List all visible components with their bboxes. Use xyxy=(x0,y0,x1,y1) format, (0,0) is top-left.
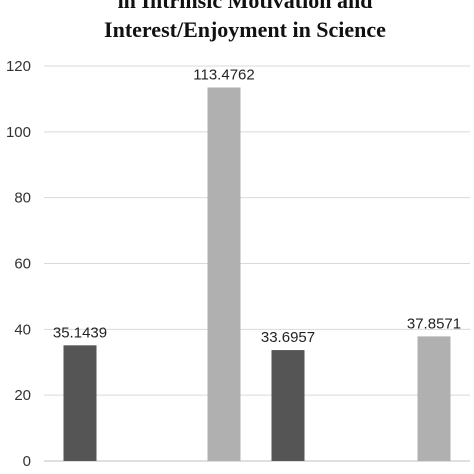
bar xyxy=(63,345,97,461)
bar-data-label: 35.1439 xyxy=(53,324,107,341)
bar xyxy=(417,336,451,461)
y-tick-label: 100 xyxy=(6,124,31,141)
y-tick-label: 80 xyxy=(14,190,31,207)
chart-title-line-1: in Intrinsic Motivation and xyxy=(118,0,373,13)
bar xyxy=(271,350,305,461)
data-labels: 35.1439 113.4762 33.6957 37.8571 xyxy=(53,66,461,346)
bar xyxy=(207,87,241,461)
y-tick-label: 0 xyxy=(23,453,31,470)
bars xyxy=(63,87,451,461)
y-tick-label: 60 xyxy=(14,256,31,273)
chart-title-line-2: Interest/Enjoyment in Science xyxy=(104,17,386,42)
y-tick-label: 40 xyxy=(14,321,31,338)
gridlines xyxy=(44,65,470,462)
bar-data-label: 33.6957 xyxy=(261,329,315,346)
y-tick-label: 120 xyxy=(6,58,31,75)
bar-data-label: 37.8571 xyxy=(407,315,461,332)
bar-data-label: 113.4762 xyxy=(193,66,254,83)
y-axis-tick-labels: 0 20 40 60 80 100 120 xyxy=(6,58,31,470)
chart-title: in Intrinsic Motivation and Interest/Enj… xyxy=(104,0,386,42)
y-tick-label: 20 xyxy=(14,387,31,404)
